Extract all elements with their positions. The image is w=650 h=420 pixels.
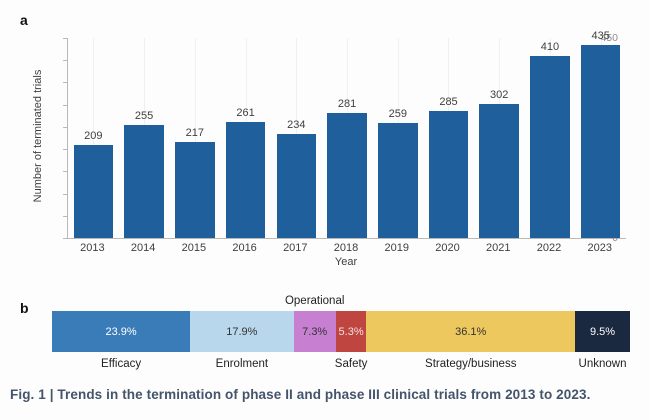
bar-slot-2021: 302 [474, 38, 525, 238]
y-tick [63, 215, 68, 217]
y-tick-label: 450 [600, 32, 618, 44]
segment-label-unknown: Unknown [578, 358, 627, 370]
bar-slot-2013: 209 [68, 38, 119, 238]
segment-label-enrolment: Enrolment [215, 358, 269, 370]
segment-label-operational: Operational [284, 295, 345, 307]
bar-slot-2023: 435 [575, 30, 626, 238]
y-tick-label: 0 [612, 232, 618, 244]
x-tick-label-2023: 2023 [587, 242, 612, 254]
bar-chart-plot-area: 050100150200250300350400450 209255217261… [63, 30, 626, 244]
bar-2014 [124, 124, 164, 238]
bar-value-label: 285 [439, 96, 458, 109]
y-tick [63, 82, 68, 84]
segment-unknown: 9.5% [575, 311, 630, 352]
segment-operational: 7.3% [293, 311, 336, 352]
segment-safety: 5.3% [335, 311, 367, 352]
bar-slot-2018: 281 [322, 38, 373, 238]
bar-value-label: 435 [591, 29, 610, 42]
bar-slot-2015: 217 [169, 38, 220, 238]
bar-slot-2016: 261 [220, 38, 271, 238]
y-axis-title: Number of terminated trials [32, 69, 44, 203]
x-tick-label-2019: 2019 [384, 242, 410, 254]
y-tick [63, 126, 68, 128]
gridline [93, 38, 95, 238]
x-tick-label-2018: 2018 [333, 242, 359, 254]
bar-2023 [580, 44, 621, 238]
segment-strategy-business: 36.1% [366, 311, 576, 352]
segment-efficacy: 23.9% [52, 311, 191, 352]
bar-value-label: 209 [84, 130, 103, 143]
bar-2013 [73, 145, 114, 238]
y-tick [63, 149, 68, 151]
bar-2022 [530, 55, 570, 238]
y-tick [63, 171, 68, 173]
bar-2015 [175, 141, 215, 238]
bar-slot-2022: 410 [525, 38, 576, 238]
bar-2018 [327, 113, 367, 238]
figure-caption: Fig. 1 | Trends in the termination of ph… [10, 387, 591, 402]
panel-a-label: a [20, 12, 28, 28]
y-tick [63, 104, 68, 106]
bar-slot-2017: 234 [271, 38, 322, 238]
bar-value-label: 410 [540, 40, 560, 53]
bar-2016 [225, 122, 266, 238]
bar-value-label: 261 [236, 107, 255, 119]
bar-2020 [428, 111, 469, 238]
segment-label-efficacy: Efficacy [101, 358, 142, 370]
bar-slot-2014: 255 [119, 38, 170, 238]
y-tick [63, 60, 68, 62]
bar-slot-2019: 259 [372, 38, 423, 238]
bar-2021 [479, 103, 520, 238]
x-axis-title: Year [334, 256, 358, 268]
segment-label-strategy-business: Strategy/business [425, 358, 517, 370]
bar-2019 [377, 122, 418, 238]
bar-slot-2020: 285 [423, 38, 474, 238]
x-axis-tick-labels: 2013 2014 2015 2016 2017 2018 2019 2020 2021 2022… [67, 242, 625, 254]
x-tick-label-2022: 2022 [536, 242, 562, 254]
y-tick [63, 238, 68, 239]
bar-value-label: 281 [337, 98, 357, 111]
x-tick-label-2014: 2014 [130, 242, 156, 254]
segment-label-safety: Safety [334, 358, 368, 370]
bar-series: 209 255 217 261 234 281 259 285 302 410 435 [68, 30, 626, 238]
bar-value-label: 255 [134, 109, 154, 122]
y-tick [63, 193, 68, 195]
x-tick-label-2015: 2015 [181, 242, 207, 254]
bar-value-label: 217 [185, 126, 205, 139]
x-tick-label-2020: 2020 [435, 242, 460, 254]
bar-2017 [276, 134, 317, 238]
bar-value-label: 259 [388, 107, 407, 120]
y-tick [63, 38, 68, 39]
stacked-bar: 23.9% 17.9% 7.3% 5.3% 36.1% 9.5% [52, 311, 630, 352]
segment-enrolment: 17.9% [190, 311, 294, 352]
x-tick-label-2017: 2017 [283, 242, 308, 254]
panel-b-label: b [20, 300, 29, 316]
gridline [194, 38, 196, 238]
bar-value-label: 234 [287, 119, 306, 131]
x-tick-label-2013: 2013 [80, 242, 105, 254]
x-tick-label-2021: 2021 [486, 242, 511, 254]
x-tick-label-2016: 2016 [232, 242, 257, 254]
bar-value-label: 302 [490, 88, 509, 101]
